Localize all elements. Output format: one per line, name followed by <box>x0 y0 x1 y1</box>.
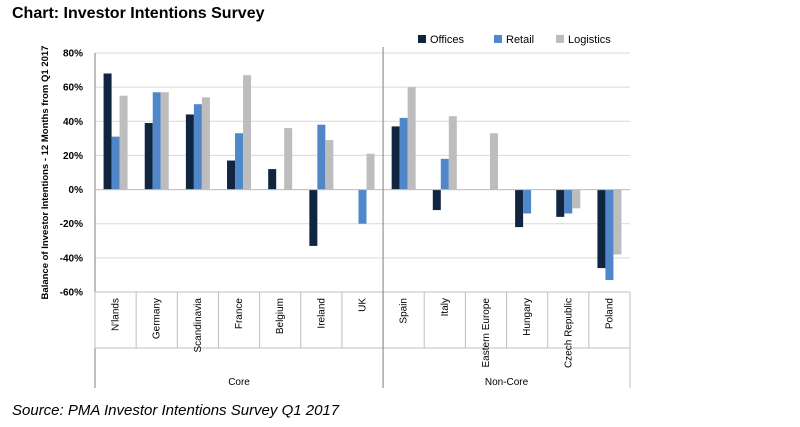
bar-offices <box>144 122 153 190</box>
group-label: Core <box>228 377 250 388</box>
y-tick-label: 40% <box>63 117 83 128</box>
bar-logistics <box>160 92 169 190</box>
bar-chart: 80% 60% 40% 20% 0% -20% -40% -60% N'lands German… <box>40 34 631 388</box>
bar-logistics <box>489 133 498 190</box>
bar-offices <box>556 189 565 217</box>
y-tick-label: 20% <box>63 151 83 162</box>
legend-label: Logistics <box>568 34 611 46</box>
y-tick-label: -60% <box>60 288 83 299</box>
y-tick-label: -20% <box>60 219 83 230</box>
y-tick-labels: 80% 60% 40% 20% 0% -20% -40% -60% <box>60 49 83 299</box>
legend-label: Retail <box>506 34 534 46</box>
bar-offices <box>227 160 236 190</box>
bar-retail <box>317 124 326 190</box>
y-tick-label: -40% <box>60 253 83 264</box>
bar-retail <box>358 189 367 224</box>
bar-offices <box>391 126 400 190</box>
bar-logistics <box>448 116 457 190</box>
category-label: Belgium <box>275 298 286 334</box>
bar-logistics <box>407 87 416 190</box>
y-tick-label: 80% <box>63 49 83 60</box>
gridlines <box>95 52 630 293</box>
bar-retail <box>399 117 408 190</box>
group-labels: Core Non-Core <box>228 377 528 388</box>
category-label: France <box>234 298 245 330</box>
bar-offices <box>103 73 112 190</box>
category-label: Czech Republic <box>563 298 574 368</box>
category-labels: N'lands Germany Scandinavia France Belgium Ir… <box>111 298 616 368</box>
bar-retail <box>564 189 573 214</box>
category-label: Eastern Europe <box>481 298 492 368</box>
legend-swatch <box>418 35 426 43</box>
category-label: Ireland <box>316 298 327 329</box>
bar-offices <box>185 114 194 190</box>
bars <box>103 73 622 281</box>
category-label: Hungary <box>522 298 533 336</box>
bar-retail <box>152 92 161 190</box>
source-note: Source: PMA Investor Intentions Survey Q… <box>12 402 340 419</box>
bar-logistics <box>572 189 581 209</box>
bar-offices <box>597 189 606 269</box>
legend-swatch <box>494 35 502 43</box>
category-label: UK <box>358 298 369 312</box>
bar-retail <box>193 104 202 190</box>
group-label: Non-Core <box>485 377 529 388</box>
bar-logistics <box>613 189 622 255</box>
legend-swatch <box>556 35 564 43</box>
y-axis-label: Balance of Investor Intentions - 12 Mont… <box>40 46 51 300</box>
bar-offices <box>268 169 277 190</box>
y-tick-label: 0% <box>69 185 84 196</box>
chart-title: Chart: Investor Intentions Survey <box>12 5 265 22</box>
bar-logistics <box>243 75 252 190</box>
bar-logistics <box>201 97 210 190</box>
legend-label: Offices <box>430 34 465 46</box>
category-label: Spain <box>399 298 410 324</box>
category-label: Scandinavia <box>193 298 204 353</box>
bar-logistics <box>366 153 375 190</box>
bar-retail <box>235 133 244 190</box>
category-label: Italy <box>440 298 451 316</box>
bar-retail <box>523 189 532 214</box>
bar-logistics <box>119 95 128 190</box>
bar-offices <box>515 189 524 228</box>
bar-retail <box>440 158 449 190</box>
category-label: N'lands <box>111 298 122 331</box>
bar-logistics <box>325 140 334 190</box>
axes <box>94 47 631 388</box>
bar-offices <box>432 189 441 211</box>
y-tick-label: 60% <box>63 83 83 94</box>
bar-logistics <box>284 128 293 190</box>
bar-retail <box>605 189 614 281</box>
category-label: Poland <box>604 298 615 329</box>
legend: Offices Retail Logistics <box>418 34 611 46</box>
bar-offices <box>309 189 318 246</box>
category-label: Germany <box>152 298 163 339</box>
bar-retail <box>111 136 120 190</box>
